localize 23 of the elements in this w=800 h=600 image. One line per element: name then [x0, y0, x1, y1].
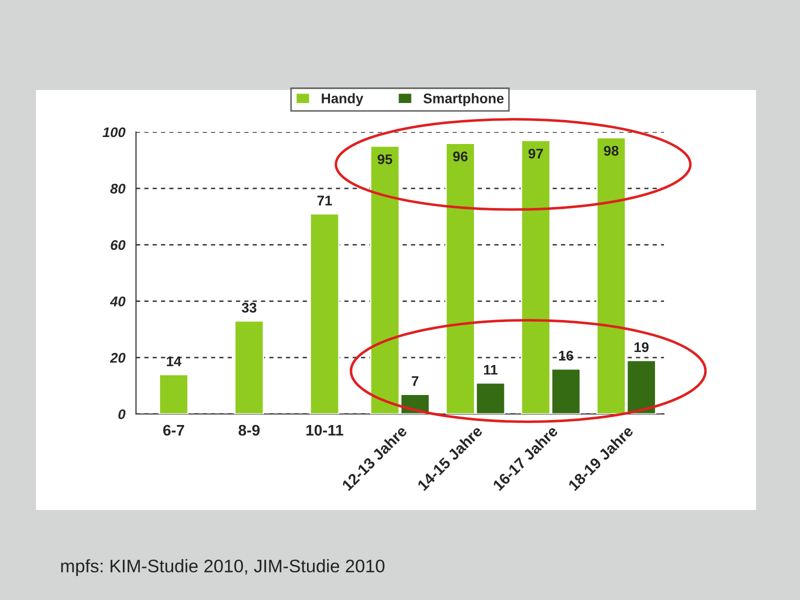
y-tick-label: 80: [110, 184, 126, 194]
y-tick-label: 60: [110, 240, 126, 250]
data-label: 71: [317, 196, 332, 206]
data-label: 96: [453, 152, 468, 162]
data-label: 95: [378, 154, 392, 164]
y-tick-label: 20: [110, 352, 126, 363]
data-label: 16: [559, 350, 574, 361]
x-tick-label: 8-9: [238, 424, 260, 436]
legend-label: Smartphone: [423, 93, 504, 106]
data-label: 7: [412, 376, 418, 386]
legend-label: Handy: [322, 93, 364, 106]
x-tick-label: 10-11: [306, 424, 344, 436]
data-label: 97: [528, 148, 543, 159]
data-label: 98: [604, 146, 618, 156]
data-label: 19: [634, 342, 649, 352]
data-label: 11: [484, 364, 498, 375]
y-tick-label: 100: [102, 127, 126, 138]
x-tick-label: 6-7: [163, 424, 184, 436]
data-label: 14: [166, 356, 182, 366]
y-tick-label: 40: [110, 296, 126, 306]
data-label: 33: [242, 302, 256, 313]
text: mpfs: KIM-Studie 2010, JIM-Studie 2010: [61, 559, 384, 576]
y-tick-label: 0: [118, 409, 126, 420]
